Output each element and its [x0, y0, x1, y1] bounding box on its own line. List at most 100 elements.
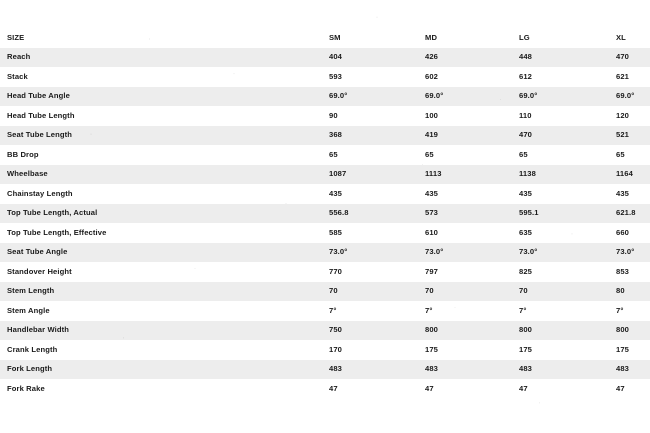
cell-xl: 621: [616, 71, 630, 81]
table-row: Top Tube Length, Actual 556.8 573 595.1 621.…: [0, 203, 650, 223]
cell-sm: 585: [329, 227, 343, 237]
cell-xl: 621.8: [616, 208, 636, 218]
cell-lg: 470: [519, 130, 533, 140]
table-row: Fork Rake 47 47 47 47: [0, 379, 650, 399]
cell-sm: 90: [329, 110, 338, 120]
cell-xl: 483: [616, 364, 630, 374]
cell-md: 573: [425, 208, 439, 218]
table-row: Wheelbase 1087 1113 1138 1164: [0, 164, 650, 184]
cell-sm: 69.0°: [329, 91, 348, 101]
table-row: Top Tube Length, Effective 585 610 635 660: [0, 223, 650, 243]
table-row: Reach 404 426 448 470: [0, 47, 650, 67]
row-label: Top Tube Length, Effective: [7, 227, 107, 237]
row-label: Stem Angle: [7, 305, 50, 315]
cell-lg: 483: [519, 364, 533, 374]
row-label: Reach: [7, 52, 31, 62]
cell-lg: 1138: [519, 169, 536, 179]
cell-xl: 73.0°: [616, 247, 635, 257]
row-label: Chainstay Length: [7, 188, 73, 198]
cell-sm: 368: [329, 130, 343, 140]
table-row: Head Tube Angle 69.0° 69.0° 69.0° 69.0°: [0, 86, 650, 106]
cell-sm: 70: [329, 286, 338, 296]
cell-lg: 435: [519, 188, 533, 198]
cell-xl: 521: [616, 130, 630, 140]
cell-xl: 47: [616, 383, 625, 393]
cell-md: 47: [425, 383, 434, 393]
cell-xl: 853: [616, 266, 630, 276]
cell-lg: 612: [519, 71, 533, 81]
table-row: Handlebar Width 750 800 800 800: [0, 320, 650, 340]
column-header-xl: XL: [616, 32, 626, 42]
cell-lg: 65: [519, 149, 528, 159]
row-label: Seat Tube Angle: [7, 247, 68, 257]
column-header-size: SIZE: [7, 32, 25, 42]
cell-xl: 120: [616, 110, 630, 120]
cell-lg: 69.0°: [519, 91, 538, 101]
table-body: Reach 404 426 448 470 Stack 593 602 612 621 Head T…: [0, 47, 650, 399]
cell-sm: 170: [329, 344, 343, 354]
cell-xl: 69.0°: [616, 91, 635, 101]
table-row: Stack 593 602 612 621: [0, 67, 650, 87]
cell-md: 419: [425, 130, 439, 140]
cell-md: 426: [425, 52, 439, 62]
column-header-md: MD: [425, 32, 438, 42]
row-label: Fork Rake: [7, 383, 45, 393]
cell-md: 73.0°: [425, 247, 444, 257]
row-label: Head Tube Length: [7, 110, 75, 120]
table-row: Fork Length 483 483 483 483: [0, 359, 650, 379]
row-label: Top Tube Length, Actual: [7, 208, 98, 218]
cell-md: 602: [425, 71, 439, 81]
table-header: SIZE SM MD LG XL: [0, 28, 650, 48]
cell-md: 65: [425, 149, 434, 159]
table-row: Head Tube Length 90 100 110 120: [0, 106, 650, 126]
cell-lg: 825: [519, 266, 533, 276]
cell-lg: 800: [519, 325, 533, 335]
cell-lg: 448: [519, 52, 533, 62]
row-label: Standover Height: [7, 266, 72, 276]
cell-xl: 175: [616, 344, 630, 354]
cell-sm: 770: [329, 266, 343, 276]
row-label: BB Drop: [7, 149, 39, 159]
cell-sm: 435: [329, 188, 343, 198]
table-row: Seat Tube Length 368 419 470 521: [0, 125, 650, 145]
cell-sm: 404: [329, 52, 343, 62]
cell-sm: 593: [329, 71, 343, 81]
cell-md: 435: [425, 188, 439, 198]
geometry-table: SIZE SM MD LG XL Reach 404 426 448 470 Stack 5…: [0, 28, 650, 399]
cell-lg: 73.0°: [519, 247, 538, 257]
cell-lg: 175: [519, 344, 533, 354]
cell-lg: 595.1: [519, 208, 539, 218]
header-row: SIZE SM MD LG XL: [0, 28, 650, 48]
cell-xl: 800: [616, 325, 630, 335]
row-label: Handlebar Width: [7, 325, 70, 335]
cell-md: 483: [425, 364, 439, 374]
cell-xl: 435: [616, 188, 630, 198]
row-label: Seat Tube Length: [7, 130, 73, 140]
row-label: Fork Length: [7, 364, 53, 374]
cell-md: 69.0°: [425, 91, 444, 101]
cell-sm: 7°: [329, 305, 337, 315]
cell-lg: 7°: [519, 305, 527, 315]
cell-xl: 660: [616, 227, 630, 237]
cell-md: 100: [425, 110, 439, 120]
table-row: Standover Height 770 797 825 853: [0, 262, 650, 282]
row-label: Wheelbase: [7, 169, 48, 179]
table-row: Seat Tube Angle 73.0° 73.0° 73.0° 73.0°: [0, 242, 650, 262]
cell-md: 1113: [425, 169, 442, 179]
column-header-sm: SM: [329, 32, 341, 42]
cell-sm: 750: [329, 325, 343, 335]
cell-md: 70: [425, 286, 434, 296]
cell-lg: 47: [519, 383, 528, 393]
column-header-lg: LG: [519, 32, 530, 42]
row-label: Crank Length: [7, 344, 58, 354]
cell-sm: 47: [329, 383, 338, 393]
cell-lg: 70: [519, 286, 528, 296]
cell-xl: 1164: [616, 169, 633, 179]
table-row: Stem Angle 7° 7° 7° 7°: [0, 301, 650, 321]
cell-lg: 110: [519, 110, 532, 120]
table-row: Crank Length 170 175 175 175: [0, 340, 650, 360]
cell-xl: 470: [616, 52, 630, 62]
cell-md: 7°: [425, 305, 433, 315]
cell-md: 800: [425, 325, 439, 335]
cell-md: 610: [425, 227, 439, 237]
